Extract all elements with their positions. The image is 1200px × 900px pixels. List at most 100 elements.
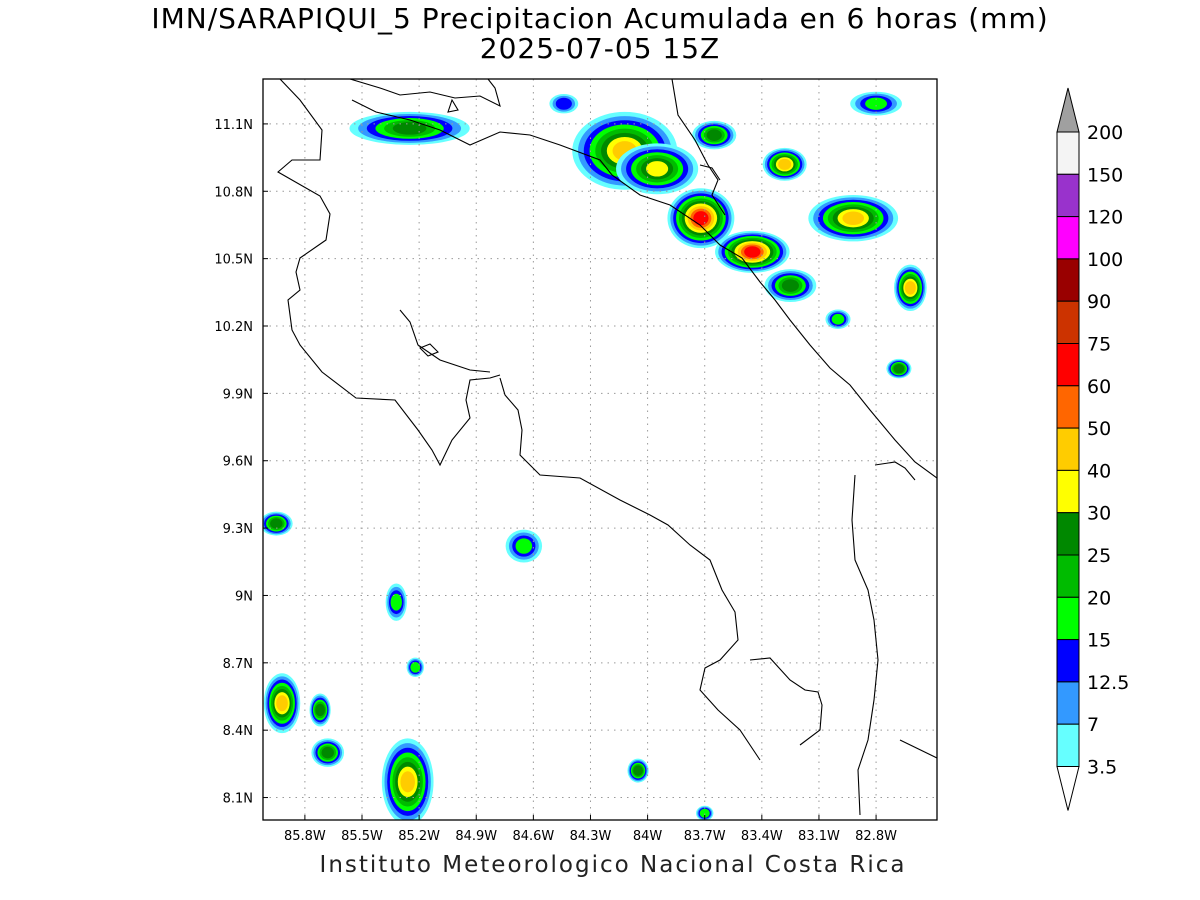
colorbar-level-label: 90 [1087, 291, 1111, 313]
precip-cell [349, 111, 470, 145]
coastline-segment [671, 79, 726, 216]
precip-cell [309, 693, 331, 727]
precip-contour [390, 593, 402, 611]
precip-cell [825, 309, 851, 329]
lon-tick-label: 84.9W [455, 829, 497, 844]
lon-tick-label: 84W [633, 829, 663, 844]
map-frame [262, 78, 938, 821]
precip-cell [549, 93, 579, 114]
precip-cell [505, 529, 543, 563]
precip-cell [406, 657, 425, 678]
lon-tick-label: 82.8W [855, 829, 897, 844]
precip-contour [400, 771, 415, 793]
colorbar-level-label: 100 [1087, 249, 1123, 271]
colorbar-swatch [1056, 512, 1080, 556]
lon-tick-label: 83.7W [684, 829, 726, 844]
footer-credit: Instituto Meteorologico Nacional Costa R… [319, 852, 907, 878]
precip-contour [315, 703, 325, 717]
colorbar-level-label: 50 [1087, 418, 1111, 440]
colorbar-level-label: 15 [1087, 630, 1111, 652]
colorbar-swatch [1056, 639, 1080, 683]
colorbar-swatch [1056, 131, 1080, 175]
precip-contour [321, 746, 334, 759]
colorbar-swatch [1056, 427, 1080, 471]
colorbar-bottom-arrow [1056, 766, 1080, 811]
precipitation-layer [263, 91, 927, 820]
precip-contour [693, 211, 709, 226]
lat-tick-label: 9.3N [223, 522, 253, 537]
precip-cell [692, 120, 737, 150]
precip-cell [696, 805, 714, 820]
colorbar-level-label: 25 [1087, 545, 1111, 567]
colorbar-swatch [1056, 723, 1080, 768]
precip-cell [715, 230, 790, 273]
coastline-segment [851, 474, 879, 816]
precip-cell [764, 269, 817, 303]
coastline-segment [419, 343, 439, 357]
colorbar-level-label: 7 [1087, 714, 1099, 736]
coastline-segment [749, 657, 823, 746]
precip-cell [667, 188, 735, 249]
precip-contour [633, 765, 643, 776]
colorbar-swatch [1056, 681, 1080, 725]
precip-cell [894, 264, 927, 312]
lon-tick-label: 84.6W [512, 829, 554, 844]
lon-tick-label: 85.5W [341, 829, 383, 844]
coastline-segment [351, 99, 937, 479]
colorbar-swatch [1056, 596, 1080, 641]
precip-contour [865, 97, 888, 110]
precip-contour [515, 538, 533, 554]
colorbar-level-label: 120 [1087, 207, 1123, 229]
colorbar-swatch [1056, 300, 1080, 345]
lon-tick-label: 85.2W [398, 829, 440, 844]
colorbar-swatch [1056, 554, 1080, 598]
colorbar-level-label: 60 [1087, 376, 1111, 398]
lon-tick-label: 84.3W [570, 829, 612, 844]
lat-tick-label: 10.2N [214, 320, 253, 335]
colorbar-level-label: 75 [1087, 334, 1111, 356]
coastline-layer [277, 79, 937, 816]
colorbar-level-label: 30 [1087, 503, 1111, 525]
precip-cell [808, 195, 899, 242]
colorbar-top-arrow [1056, 87, 1080, 133]
lat-tick-label: 9N [235, 589, 253, 604]
lat-tick-label: 8.4N [223, 724, 253, 739]
precip-contour [893, 364, 905, 374]
colorbar-swatch [1056, 343, 1080, 387]
precip-contour [276, 695, 288, 712]
precip-cell [263, 511, 293, 536]
precip-contour [699, 808, 710, 818]
map-title: IMN/SARAPIQUI_5 Precipitacion Acumulada … [151, 2, 1049, 35]
lat-tick-label: 10.8N [214, 185, 253, 200]
colorbar-level-label: 150 [1087, 164, 1123, 186]
latitude-tick-labels: 11.1N 10.8N 10.5N 10.2N 9.9N 9.6N 9.3N 9N 8.7N 8.… [214, 118, 253, 807]
lat-tick-label: 11.1N [214, 118, 253, 133]
precip-contour [781, 279, 799, 292]
lat-tick-label: 8.7N [223, 657, 253, 672]
precip-contour [778, 158, 792, 170]
precip-cell [762, 147, 807, 181]
lat-tick-label: 8.1N [223, 792, 253, 807]
precip-contour [555, 97, 572, 110]
coastline-segment [399, 309, 491, 373]
precip-contour [706, 129, 722, 141]
precip-contour [831, 313, 845, 325]
coastline-segment [277, 79, 501, 467]
coastline-segment [874, 461, 916, 481]
coastline-segment [899, 739, 937, 759]
colorbar-level-label: 200 [1087, 122, 1123, 144]
coastline-segment [447, 98, 459, 113]
precip-cell [381, 738, 434, 820]
colorbar-swatch [1056, 258, 1080, 302]
colorbar-level-label: 20 [1087, 587, 1111, 609]
colorbar-swatch [1056, 385, 1080, 429]
precip-cell [385, 583, 407, 621]
lon-tick-label: 83.1W [798, 829, 840, 844]
coastline-segment [699, 164, 721, 181]
colorbar-swatch [1056, 216, 1080, 260]
lat-tick-label: 9.9N [223, 387, 253, 402]
precip-contour [904, 281, 916, 295]
lat-tick-label: 9.6N [223, 455, 253, 470]
map-datetime: 2025-07-05 15Z [479, 32, 721, 65]
